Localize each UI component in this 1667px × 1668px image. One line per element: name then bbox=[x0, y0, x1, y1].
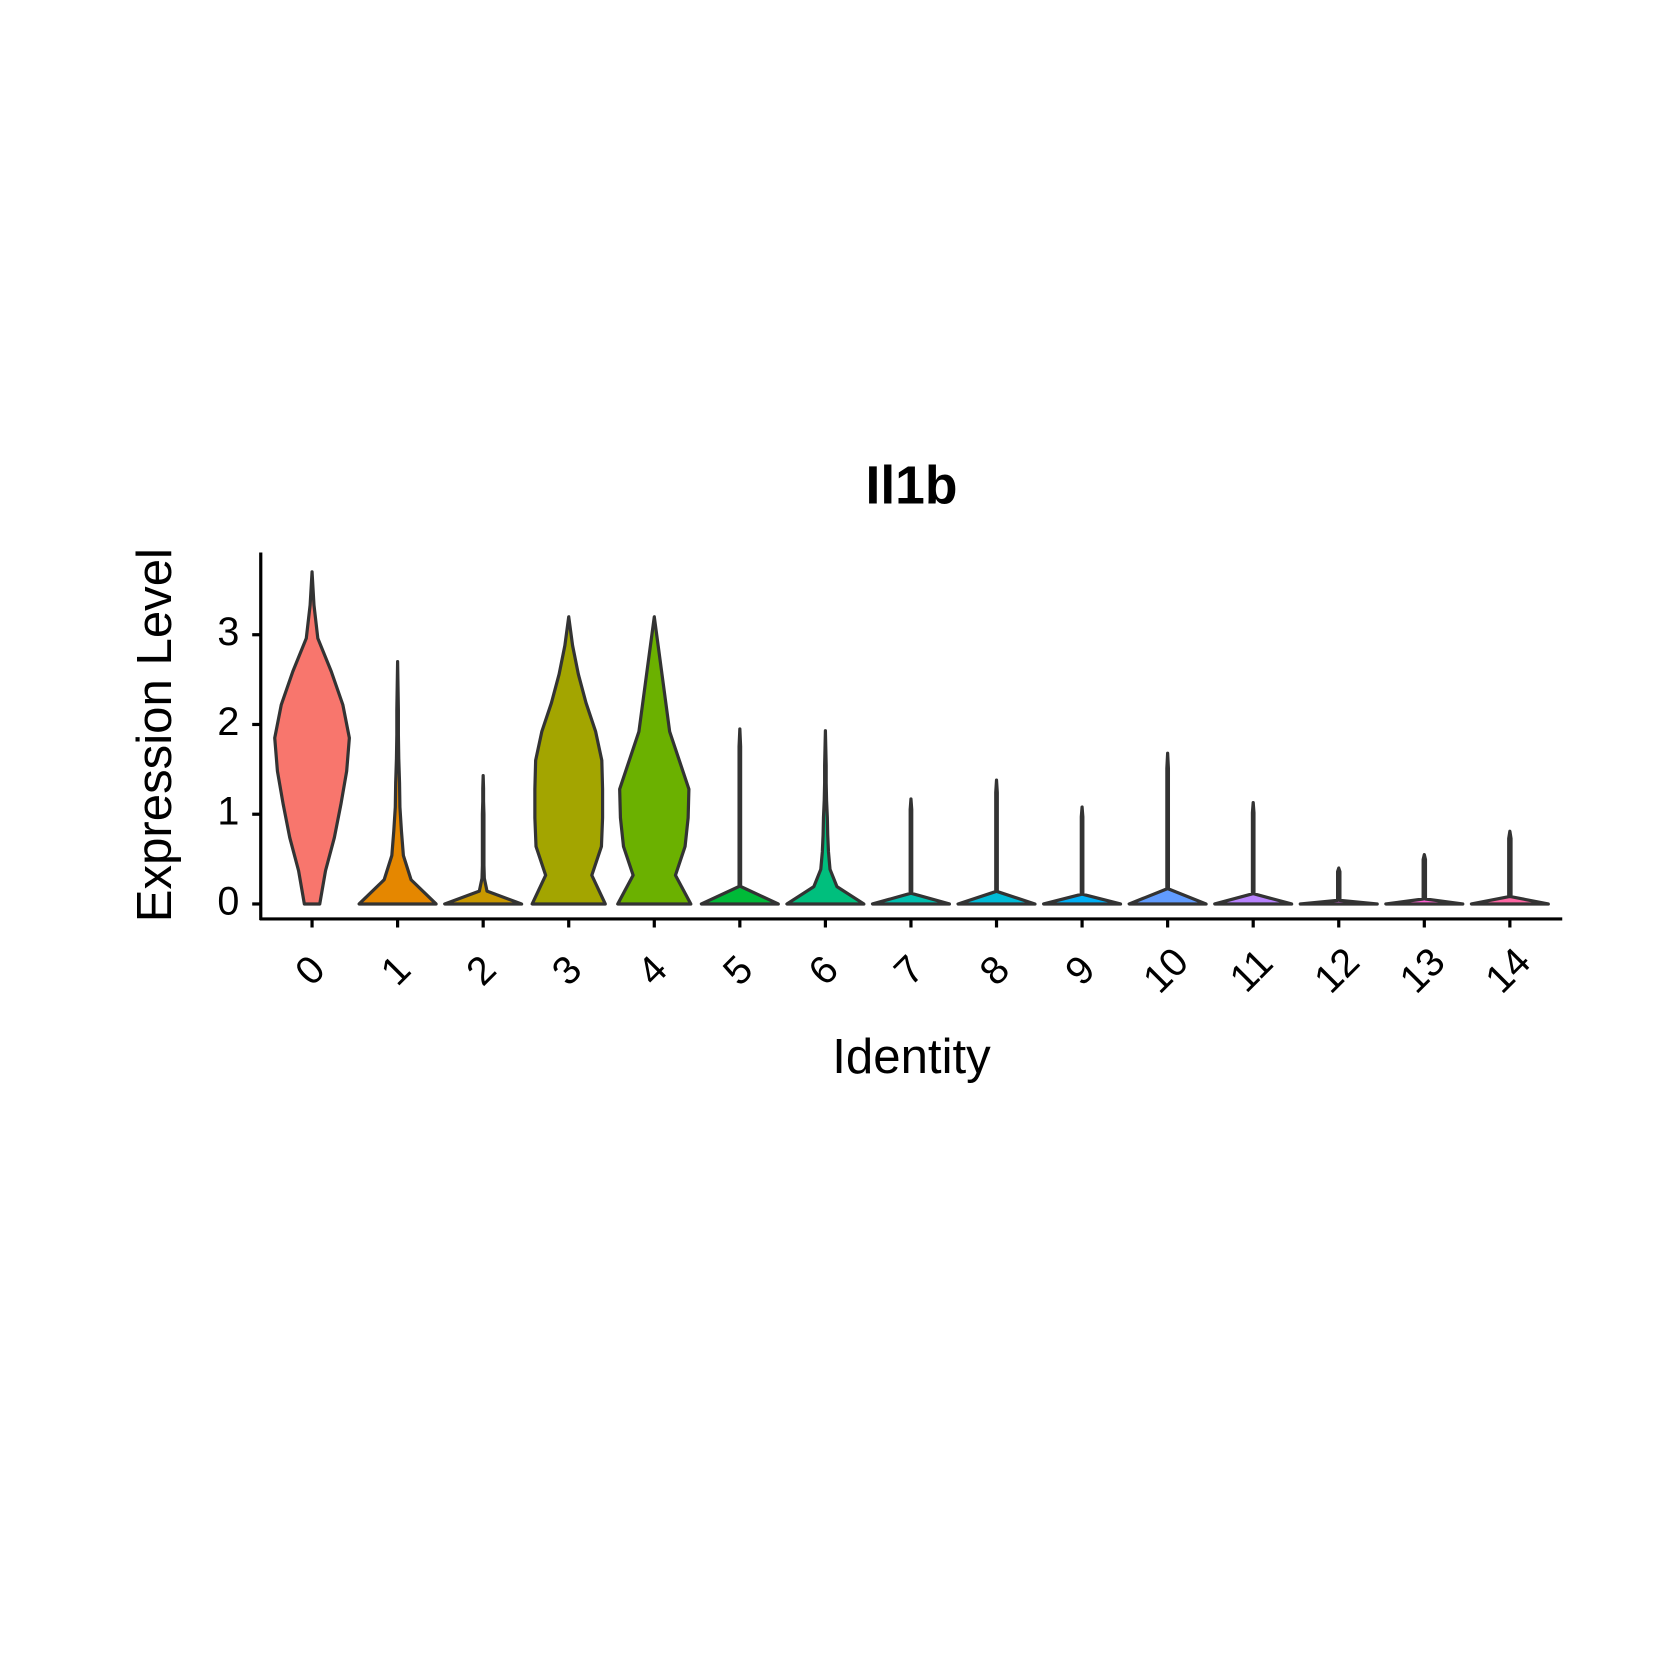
x-tick-label: 4 bbox=[629, 947, 676, 994]
x-tick-label: 8 bbox=[971, 947, 1018, 994]
violin bbox=[1469, 829, 1550, 906]
violin bbox=[1213, 800, 1294, 906]
x-tick-label: 1 bbox=[372, 947, 419, 994]
violin bbox=[443, 774, 524, 906]
violin bbox=[870, 797, 952, 906]
violin bbox=[1384, 853, 1465, 906]
x-tick-label: 9 bbox=[1057, 947, 1104, 994]
y-tick-label: 2 bbox=[217, 700, 239, 744]
x-tick-label: 14 bbox=[1477, 939, 1539, 1001]
violin bbox=[1127, 751, 1208, 906]
violin bbox=[956, 778, 1037, 906]
y-axis-label: Expression Level bbox=[128, 548, 182, 922]
x-tick-label: 11 bbox=[1221, 941, 1281, 1001]
chart-title: Il1b bbox=[865, 457, 957, 516]
x-tick-label: 3 bbox=[544, 947, 591, 994]
x-tick-label: 5 bbox=[715, 947, 762, 994]
y-tick-label: 1 bbox=[217, 790, 239, 834]
violin bbox=[273, 570, 351, 906]
violin bbox=[1042, 805, 1123, 906]
x-tick-label: 10 bbox=[1135, 939, 1197, 1001]
x-tick-label: 12 bbox=[1306, 939, 1368, 1001]
violin bbox=[1298, 866, 1379, 906]
violin bbox=[785, 729, 866, 906]
x-tick-label: 0 bbox=[287, 947, 334, 994]
x-tick-label: 7 bbox=[886, 947, 933, 994]
y-tick-label: 3 bbox=[217, 610, 239, 654]
violin bbox=[357, 660, 438, 906]
violin bbox=[530, 615, 607, 906]
x-tick-label: 13 bbox=[1391, 939, 1453, 1001]
x-tick-label: 2 bbox=[458, 947, 505, 994]
violin bbox=[616, 615, 693, 906]
x-axis-label: Identity bbox=[832, 1030, 991, 1084]
y-tick-label: 0 bbox=[217, 879, 239, 923]
x-tick-label: 6 bbox=[800, 947, 847, 994]
violin bbox=[699, 727, 780, 906]
